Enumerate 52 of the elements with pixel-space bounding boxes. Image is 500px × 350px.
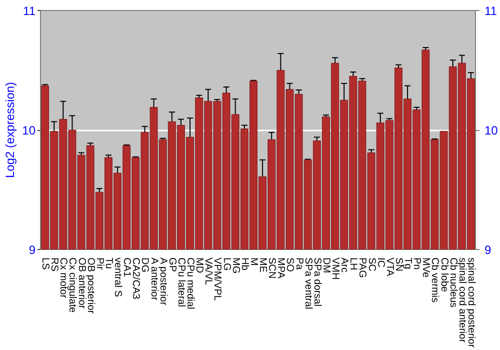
x-tick-label: SCN (266, 258, 278, 279)
x-tick-label: SC (366, 258, 377, 272)
x-tick-label: Pir (94, 258, 105, 270)
x-tick-label: SPa dorsal (311, 258, 322, 306)
x-tick-label: VPM/VPL (212, 258, 223, 302)
x-tick-label: A anterior (148, 258, 160, 301)
x-tick-label: CA1 (121, 258, 132, 278)
x-tick-label: Arc (338, 258, 350, 272)
x-tick-label: LS (40, 258, 51, 270)
x-tick-label: MPA (275, 258, 286, 279)
x-tick-label: Cx motor (58, 258, 69, 299)
x-tick-label: DM (320, 258, 332, 274)
x-tick-label: CA2/CA3 (130, 258, 142, 300)
x-tick-label: Cb lobe (438, 258, 450, 292)
x-tick-label: Cb vermis (429, 258, 440, 303)
x-tick-label: Tg (402, 258, 414, 270)
x-tick-label: RS (48, 258, 60, 272)
x-tick-label: MG (230, 258, 241, 274)
y-tick-label: 9 (28, 243, 36, 257)
x-tick-label: SO (284, 258, 296, 272)
x-tick-label: GP (166, 258, 178, 272)
x-tick-label: LH (348, 258, 359, 270)
x-tick-label: VTA (384, 258, 395, 277)
x-tick-label: SN (392, 258, 404, 272)
x-tick-label: Cx cingulate (66, 258, 78, 313)
y-tick-label: 10 (22, 124, 36, 138)
x-tick-label: DG (139, 258, 150, 273)
x-tick-label: IC (374, 258, 386, 268)
x-tick-label: ventral S (112, 258, 124, 298)
x-tick-label: MVe (420, 258, 432, 278)
x-tick-label: spinal cord anterior (456, 258, 468, 344)
y-axis-title: Log2 (expression) (3, 82, 18, 178)
y-tick-label: 11 (23, 4, 36, 18)
x-tick-label: CPu lateral (175, 258, 186, 307)
x-tick-label: spinal cord posterior (465, 258, 476, 348)
x-tick-label: MD (194, 258, 205, 274)
y2-tick-label: 9 (484, 243, 492, 257)
y2-tick-label: 10 (484, 124, 498, 138)
x-tick-label: Pa (293, 258, 304, 270)
x-tick-label: PAG (356, 258, 368, 278)
x-tick-label: CPu medial (184, 258, 196, 310)
x-tick-label: Hb (238, 258, 250, 271)
x-tick-label: Pn (411, 258, 422, 270)
x-tick-label: A posterior (157, 258, 168, 306)
x-tick-label: ME (257, 258, 268, 273)
x-tick-label: VMH (330, 258, 341, 280)
x-tick-label: OB posterior (84, 258, 96, 314)
x-tick-label: LG (220, 258, 232, 272)
x-tick-label: SPa ventral (302, 258, 314, 310)
x-tick-label: VA/VL (202, 258, 214, 286)
y2-tick-label: 11 (484, 4, 498, 18)
x-tick-label: OB anterior (76, 258, 87, 310)
